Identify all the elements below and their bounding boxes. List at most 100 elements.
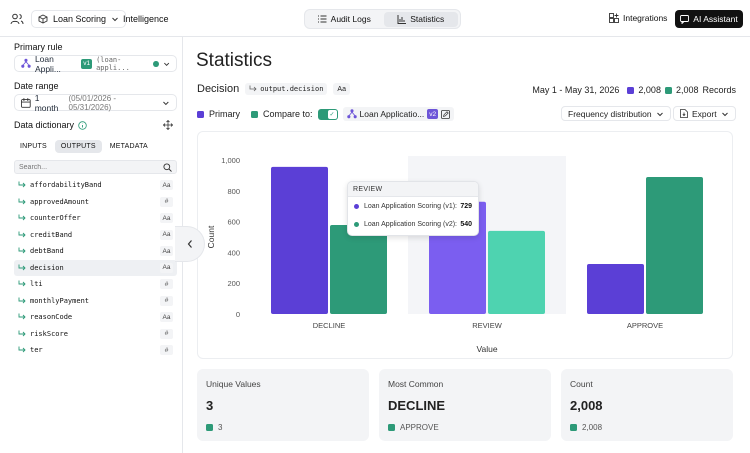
chart-card: 0 200 400 600 800 1,000 Count Value DECLINE REVIE…	[197, 131, 733, 359]
list-icon	[317, 15, 327, 23]
field-item[interactable]: lti #	[14, 276, 177, 293]
field-item[interactable]: monthlyPayment #	[14, 293, 177, 310]
compare-rule-name: Loan Applicatio...	[359, 109, 425, 119]
date-range-select[interactable]: 1 month (05/01/2026 - 05/31/2026)	[14, 93, 177, 113]
distribution-select[interactable]: Frequency distribution	[561, 106, 671, 121]
field-name: riskScore	[30, 329, 68, 338]
move-icon[interactable]	[163, 120, 173, 130]
stat-sub: 2,008	[570, 423, 602, 432]
stat-swatch	[388, 424, 395, 431]
field-item[interactable]: riskScore #	[14, 326, 177, 343]
view-tabs: Audit Logs Statistics	[304, 9, 461, 29]
tab-inputs[interactable]: INPUTS	[20, 143, 47, 150]
check-icon: ✓	[327, 109, 337, 119]
info-icon[interactable]	[78, 120, 87, 130]
records-date-range: May 1 - May 31, 2026	[532, 85, 620, 95]
output-type-chip: Aa	[333, 83, 350, 95]
search-icon[interactable]	[163, 162, 172, 172]
compare-toggle[interactable]: ✓	[317, 108, 338, 120]
primary-rule-name: Loan Appli...	[34, 53, 61, 74]
y-tick-label: 400	[227, 248, 240, 257]
calendar-icon	[21, 97, 31, 108]
cube-icon	[38, 14, 48, 24]
primary-record-count: 2,008	[638, 85, 661, 95]
stat-card-most-common: Most Common DECLINE APPROVE	[379, 369, 551, 441]
tab-statistics[interactable]: Statistics	[383, 11, 458, 27]
x-tick-label: REVIEW	[472, 321, 503, 330]
sidebar: Primary rule Loan Appli... v1 (loan-appl…	[0, 37, 183, 453]
field-name: decision	[30, 263, 64, 272]
y-tick-label: 200	[227, 279, 240, 288]
chevron-down-icon	[656, 112, 663, 116]
bar-approve-series-1	[587, 263, 644, 314]
field-name: debtBand	[30, 247, 64, 256]
data-dictionary-header: Data dictionary	[14, 120, 87, 130]
tooltip-row-label: Loan Application Scoring (v1):	[364, 202, 457, 210]
field-item[interactable]: creditBand Aa	[14, 227, 177, 244]
primary-legend-swatch	[197, 110, 204, 118]
compare-swatch	[664, 86, 672, 94]
integrations-button[interactable]: Integrations	[609, 13, 667, 23]
field-type-badge: Aa	[160, 246, 173, 257]
records-summary: May 1 - May 31, 2026 2,008 2,008 Records	[532, 85, 736, 95]
field-type-badge: #	[160, 345, 173, 356]
output-arrow-icon	[18, 264, 26, 271]
field-item[interactable]: affordabilityBand Aa	[14, 177, 177, 194]
date-range-label: Date range	[14, 81, 59, 91]
output-arrow-icon	[18, 247, 26, 254]
y-tick-label: 600	[227, 218, 240, 227]
distribution-label: Frequency distribution	[568, 108, 652, 119]
collapse-sidebar-button[interactable]	[175, 226, 205, 262]
users-icon[interactable]	[10, 12, 24, 26]
output-path-chip: output.decision	[245, 83, 328, 95]
chart-tooltip: REVIEW Loan Application Scoring (v1): 72…	[347, 181, 479, 236]
field-name: approvedAmount	[30, 197, 90, 206]
ai-assistant-button[interactable]: AI Assistant	[675, 10, 743, 28]
intelligence-label[interactable]: Intelligence	[123, 14, 169, 24]
tab-statistics-label: Statistics	[410, 14, 445, 24]
chevron-down-icon	[721, 112, 728, 116]
rule-status-dot	[153, 60, 159, 67]
page-title: Statistics	[196, 50, 273, 71]
stat-sub-value: 3	[218, 423, 223, 432]
field-item[interactable]: counterOffer Aa	[14, 210, 177, 227]
tooltip-row: Loan Application Scoring (v1): 729	[348, 197, 478, 215]
field-type-badge: Aa	[160, 213, 173, 224]
field-item[interactable]: approvedAmount #	[14, 194, 177, 211]
field-name: monthlyPayment	[30, 296, 90, 305]
export-button[interactable]: Export	[673, 106, 736, 121]
tab-outputs[interactable]: OUTPUTS	[54, 140, 102, 153]
chevron-down-icon	[163, 62, 169, 66]
compare-legend-swatch	[251, 110, 258, 118]
tooltip-dot	[354, 203, 359, 209]
output-arrow-icon	[18, 297, 26, 304]
edit-icon[interactable]	[441, 109, 451, 119]
field-item[interactable]: decision Aa	[14, 259, 177, 276]
field-search	[14, 160, 177, 174]
search-input[interactable]	[19, 163, 159, 171]
field-type-badge: Aa	[160, 312, 173, 323]
field-item[interactable]: ter #	[14, 342, 177, 359]
tooltip-row-value: 729	[460, 202, 472, 210]
output-arrow-icon	[18, 231, 26, 238]
data-dictionary-tabs: INPUTS OUTPUTS METADATA	[14, 140, 177, 155]
tooltip-dot	[354, 221, 359, 227]
product-selector[interactable]: Loan Scoring	[31, 10, 127, 28]
field-item[interactable]: reasonCode Aa	[14, 309, 177, 326]
field-type-badge: #	[160, 328, 173, 339]
file-export-icon	[680, 109, 688, 118]
stat-value: DECLINE	[388, 398, 446, 413]
output-path: output.decision	[260, 85, 324, 93]
tab-metadata[interactable]: METADATA	[109, 143, 148, 150]
stat-label: Unique Values	[206, 379, 261, 389]
tab-audit-logs[interactable]: Audit Logs	[307, 12, 382, 27]
stat-label: Most Common	[388, 379, 444, 389]
field-item[interactable]: debtBand Aa	[14, 243, 177, 260]
compare-record-count: 2,008	[675, 85, 699, 95]
output-arrow-icon	[18, 313, 26, 320]
primary-rule-select[interactable]: Loan Appli... v1 (loan-appli...	[14, 53, 177, 74]
compare-rule-select[interactable]: Loan Applicatio... v2	[342, 107, 455, 121]
bar-decline-series-1	[271, 166, 328, 314]
field-name: affordabilityBand	[30, 181, 102, 190]
tooltip-row-label: Loan Application Scoring (v2):	[364, 220, 457, 228]
